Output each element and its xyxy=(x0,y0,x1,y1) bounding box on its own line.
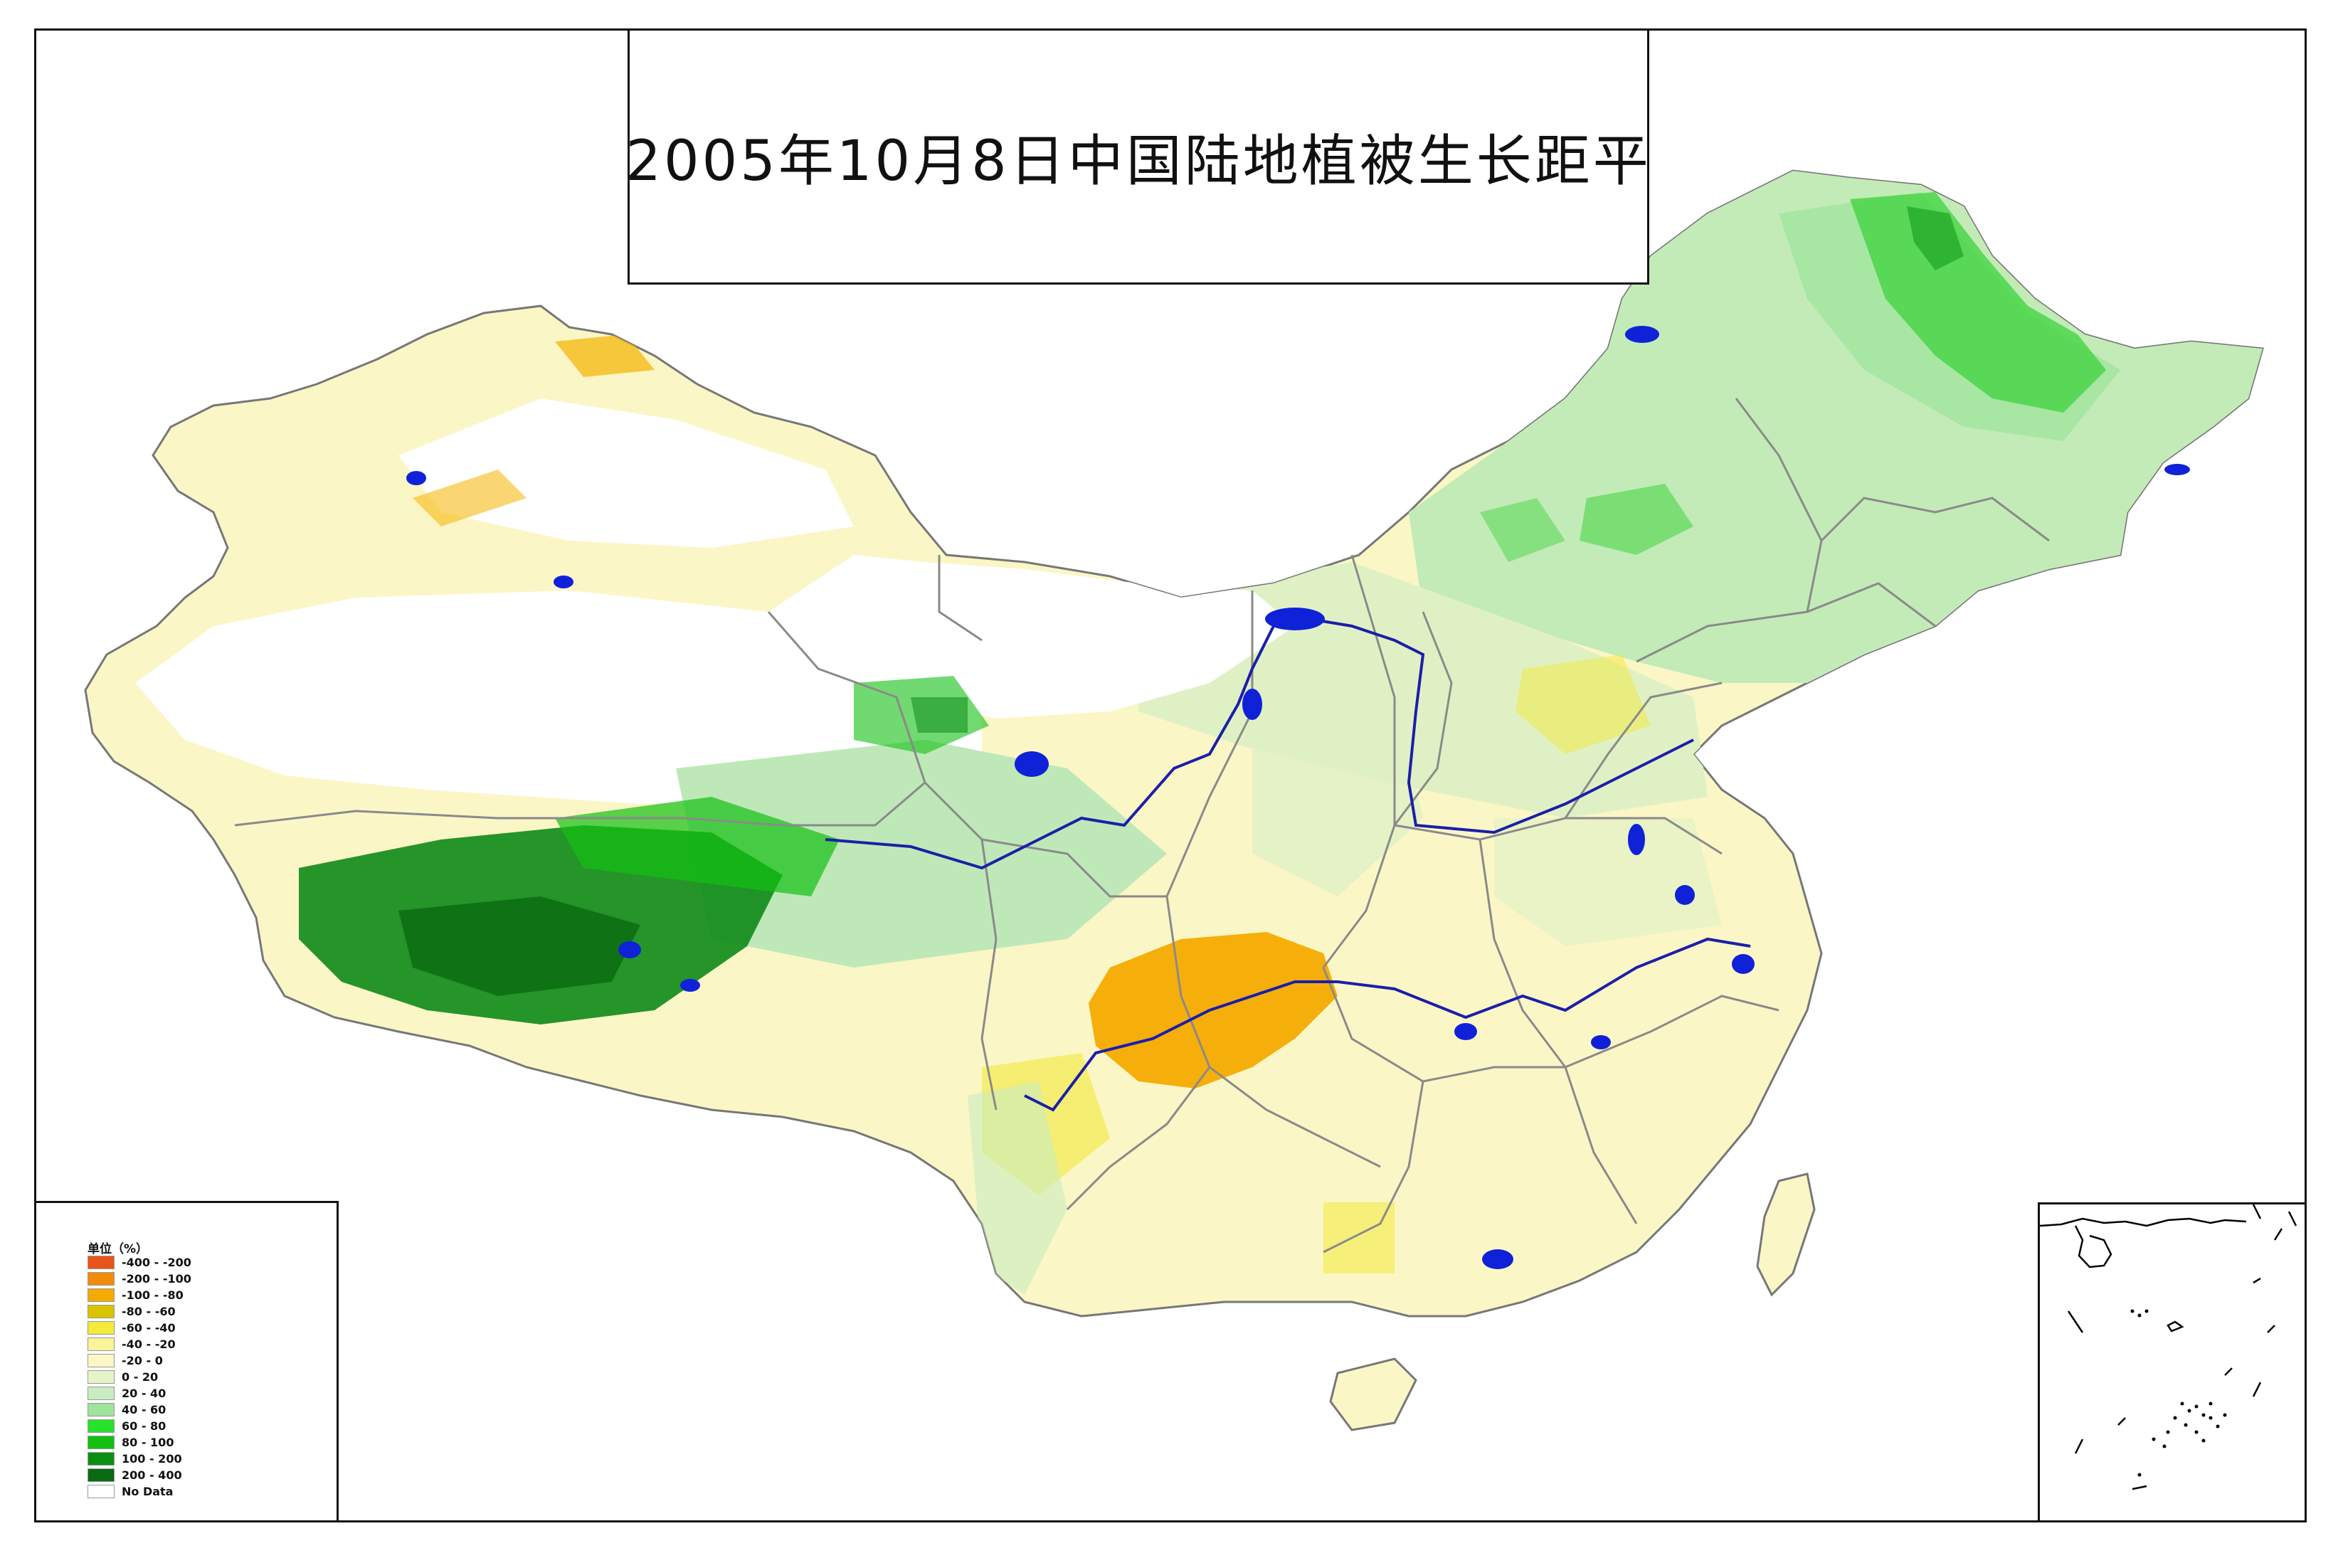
legend-item: -40 - -20 xyxy=(88,1336,191,1352)
legend-swatch xyxy=(88,1256,115,1269)
legend-item: 20 - 40 xyxy=(88,1385,191,1402)
legend-label: 80 - 100 xyxy=(122,1436,174,1449)
map-title: 2005年10月8日中国陆地植被生长距平 xyxy=(625,129,1651,194)
legend-label: 40 - 60 xyxy=(122,1403,166,1416)
taiwan-island xyxy=(1756,1172,1816,1297)
legend-swatch xyxy=(88,1321,115,1335)
legend-item: -100 - -80 xyxy=(88,1287,191,1303)
legend-label: -200 - -100 xyxy=(122,1272,191,1286)
legend-swatch xyxy=(88,1305,115,1318)
legend-label: -100 - -80 xyxy=(122,1288,184,1302)
province-boundaries xyxy=(234,398,2050,1254)
northeast-green-region xyxy=(1409,171,2263,683)
legend-swatch xyxy=(88,1337,115,1351)
legend-swatch xyxy=(88,1288,115,1302)
legend-item: 60 - 80 xyxy=(88,1418,191,1434)
legend-item: 80 - 100 xyxy=(88,1434,191,1451)
legend-swatch xyxy=(88,1354,115,1367)
legend-swatch xyxy=(88,1452,115,1466)
south-china-sea-islands-map xyxy=(2039,1204,2297,1490)
legend-swatch xyxy=(88,1403,115,1416)
legend-label: 100 - 200 xyxy=(122,1452,182,1466)
legend-swatch xyxy=(88,1419,115,1433)
legend-swatch xyxy=(88,1272,115,1286)
legend-item: 40 - 60 xyxy=(88,1402,191,1418)
greater-khingan-green-patch xyxy=(1850,192,2106,413)
legend-label: No Data xyxy=(122,1485,174,1498)
legend-label: -400 - -200 xyxy=(122,1256,191,1269)
legend-swatch xyxy=(88,1387,115,1400)
legend-item: -80 - -60 xyxy=(88,1303,191,1320)
legend-label: -40 - -20 xyxy=(122,1337,176,1351)
legend-item: 100 - 200 xyxy=(88,1451,191,1467)
legend-list: -400 - -200 -200 - -100 -100 - -80 -80 -… xyxy=(88,1254,191,1500)
legend-item: -200 - -100 xyxy=(88,1271,191,1287)
legend-label: 60 - 80 xyxy=(122,1419,166,1433)
legend-label: -80 - -60 xyxy=(122,1305,176,1318)
south-china-sea-inset xyxy=(2038,1202,2307,1522)
legend-item: 0 - 20 xyxy=(88,1369,191,1385)
legend-swatch xyxy=(88,1485,115,1498)
legend-label: 200 - 400 xyxy=(122,1468,182,1482)
legend-item: No Data xyxy=(88,1483,191,1500)
legend-item: -20 - 0 xyxy=(88,1352,191,1369)
legend-label: -60 - -40 xyxy=(122,1321,176,1335)
hainan-island xyxy=(1329,1357,1417,1431)
legend-swatch xyxy=(88,1436,115,1449)
legend-label: -20 - 0 xyxy=(122,1354,163,1367)
legend-label: 20 - 40 xyxy=(122,1387,166,1400)
legend-swatch xyxy=(88,1468,115,1482)
legend-swatch xyxy=(88,1370,115,1384)
legend-item: -400 - -200 xyxy=(88,1254,191,1271)
title-box: 2005年10月8日中国陆地植被生长距平 xyxy=(625,28,1651,285)
legend-label: 0 - 20 xyxy=(122,1370,159,1384)
lakes xyxy=(406,326,2190,1269)
inner-mongolia-no-data xyxy=(768,555,1295,719)
legend-item: 200 - 400 xyxy=(88,1467,191,1483)
legend-box: 单位（%） -400 - -200 -200 - -100 -100 - -80… xyxy=(34,1201,339,1522)
legend-item: -60 - -40 xyxy=(88,1320,191,1336)
legend-title: 单位（%） xyxy=(88,1242,149,1256)
tarim-basin-no-data xyxy=(135,590,982,804)
